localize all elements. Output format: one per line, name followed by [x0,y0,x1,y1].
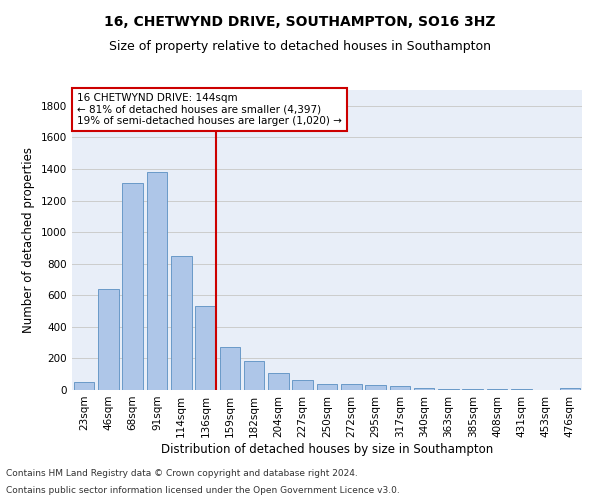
Bar [74,382,94,390]
Bar [171,256,191,390]
Text: 16 CHETWYND DRIVE: 144sqm
← 81% of detached houses are smaller (4,397)
19% of se: 16 CHETWYND DRIVE: 144sqm ← 81% of detac… [77,93,342,126]
Bar [365,386,386,390]
Text: Size of property relative to detached houses in Southampton: Size of property relative to detached ho… [109,40,491,53]
Bar [389,386,410,390]
Bar [220,348,240,390]
Y-axis label: Number of detached properties: Number of detached properties [22,147,35,333]
Bar [317,384,337,390]
Bar [98,289,119,390]
Bar [438,388,459,390]
Bar [292,380,313,390]
Text: Contains HM Land Registry data © Crown copyright and database right 2024.: Contains HM Land Registry data © Crown c… [6,468,358,477]
Bar [511,389,532,390]
Bar [341,384,362,390]
Bar [560,388,580,390]
Bar [195,306,216,390]
Bar [463,389,483,390]
Bar [122,183,143,390]
Bar [146,172,167,390]
Text: Contains public sector information licensed under the Open Government Licence v3: Contains public sector information licen… [6,486,400,495]
Bar [487,389,508,390]
Bar [414,388,434,390]
Text: 16, CHETWYND DRIVE, SOUTHAMPTON, SO16 3HZ: 16, CHETWYND DRIVE, SOUTHAMPTON, SO16 3H… [104,15,496,29]
Bar [268,374,289,390]
X-axis label: Distribution of detached houses by size in Southampton: Distribution of detached houses by size … [161,442,493,456]
Bar [244,361,265,390]
